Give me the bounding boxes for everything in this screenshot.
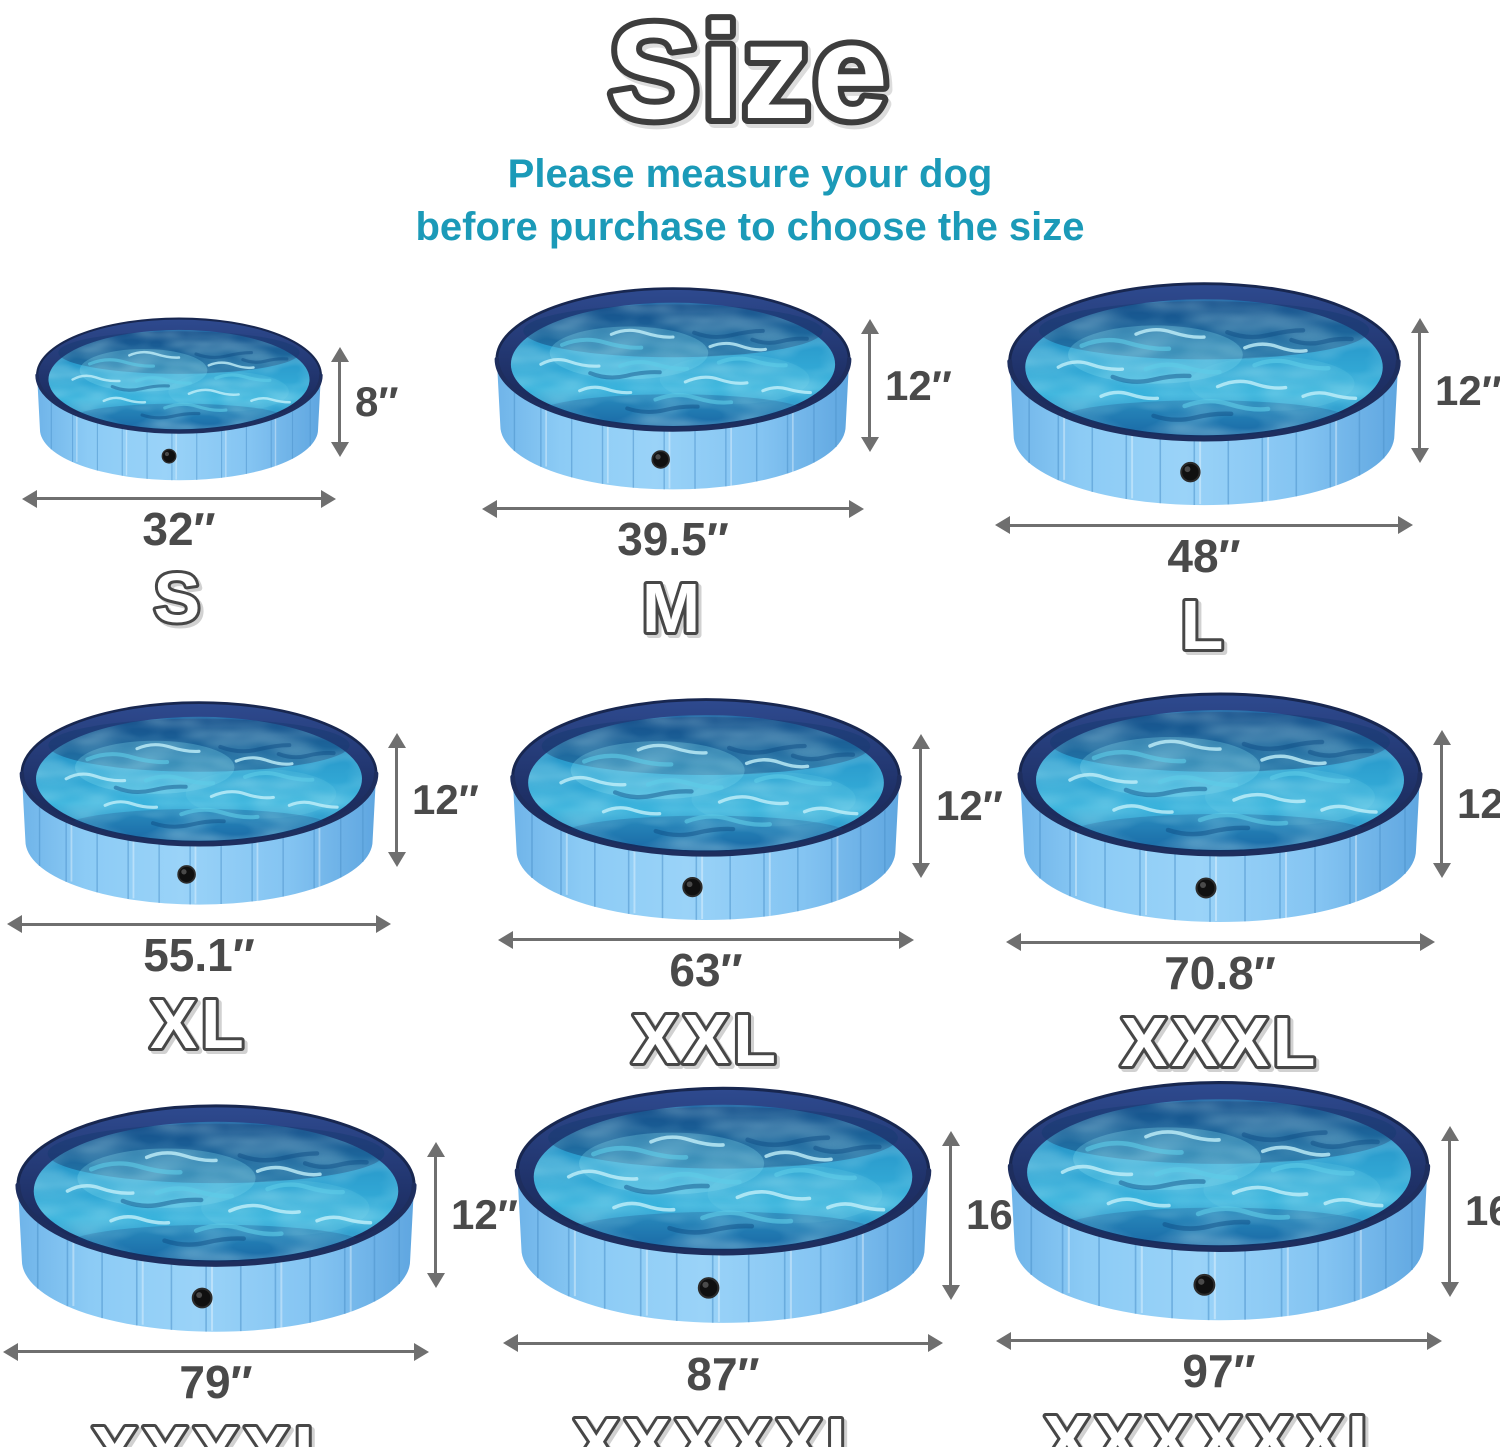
height-dimension: 12″ (868, 333, 952, 438)
diameter-value: 70.8″ (1164, 946, 1276, 999)
height-value: 8″ (355, 377, 399, 425)
height-value: 12″ (1435, 366, 1500, 414)
diameter-value: 32″ (142, 503, 216, 556)
dog-pool-illustration (30, 310, 328, 484)
height-dimension: 12″ (1440, 745, 1500, 863)
pool-image: 12″ (503, 688, 1003, 925)
size-label-graphic: XL (147, 982, 247, 1066)
vertical-double-arrow-icon (434, 1156, 437, 1274)
pool-image: 12″ (1010, 682, 1500, 927)
size-card-m: 12″ 39.5″ M (500, 262, 1000, 658)
size-label: L (1181, 586, 1228, 664)
horizontal-double-arrow-icon (22, 922, 376, 926)
diameter-value: 79″ (179, 1356, 253, 1409)
size-card-xxxxxl: 16″ 87″ XXXXXL (500, 1058, 1033, 1447)
page-title: Size (609, 6, 891, 146)
pool-image: 16″ (507, 1076, 1033, 1328)
size-label: S (154, 559, 205, 637)
height-value: 16″ (1465, 1187, 1500, 1235)
vertical-double-arrow-icon (395, 748, 398, 853)
height-value: 12″ (451, 1190, 518, 1238)
size-label: XXXXL (91, 1412, 341, 1447)
size-label: XXL (632, 1000, 780, 1078)
size-card-xxl: 12″ 63″ XXL (500, 658, 1003, 1081)
horizontal-double-arrow-icon (18, 1350, 414, 1354)
vertical-double-arrow-icon (1440, 745, 1443, 863)
horizontal-double-arrow-icon (1010, 523, 1398, 527)
size-label-graphic: XXL (629, 997, 780, 1081)
diameter-value: 55.1″ (143, 928, 255, 981)
size-card-l: 12″ 48″ L (1000, 262, 1500, 667)
size-label: XXXXXXL (1044, 1401, 1395, 1447)
dog-pool-illustration (1000, 272, 1408, 510)
height-dimension: 12″ (395, 748, 479, 853)
size-card-xxxl: 12″ 70.8″ XXXL (1000, 658, 1500, 1084)
size-label: M (642, 569, 704, 647)
size-label-graphic: XXXL (1118, 1000, 1320, 1084)
subtitle: Please measure your dog before purchase … (0, 148, 1500, 254)
size-label-graphic: XXXXXL (570, 1401, 873, 1447)
size-label-graphic: L (1178, 583, 1228, 667)
horizontal-double-arrow-icon (497, 507, 849, 511)
dog-pool-illustration (1010, 682, 1430, 927)
size-label-graphic: M (639, 566, 704, 650)
height-value: 12″ (1457, 780, 1500, 828)
size-label-graphic: XXXXXXL (1041, 1398, 1395, 1447)
vertical-double-arrow-icon (868, 333, 871, 438)
pool-image: 12″ (1000, 272, 1500, 510)
size-label: XL (150, 985, 247, 1063)
dog-pool-illustration (507, 1076, 939, 1328)
diameter-value: 97″ (1182, 1345, 1256, 1398)
pool-image: 12″ (488, 278, 952, 494)
dog-pool-illustration (8, 1094, 424, 1337)
size-label-graphic: S (151, 556, 205, 640)
diameter-value: 87″ (686, 1347, 760, 1400)
horizontal-double-arrow-icon (1010, 1339, 1428, 1343)
vertical-double-arrow-icon (1418, 333, 1421, 448)
diameter-value: 39.5″ (617, 513, 729, 566)
size-card-xxxxl: 12″ 79″ XXXXL (0, 1058, 518, 1447)
pool-image: 12″ (13, 692, 479, 909)
dog-pool-illustration (13, 692, 385, 909)
page-title-graphic: Size (603, 6, 894, 146)
size-card-s: 8″ 32″ S (0, 262, 500, 658)
size-label: XXXL (1121, 1003, 1320, 1081)
height-value: 12″ (412, 776, 479, 824)
vertical-double-arrow-icon (949, 1146, 952, 1285)
horizontal-double-arrow-icon (1020, 940, 1420, 944)
size-label-graphic: XXXXL (88, 1409, 341, 1447)
diameter-value: 63″ (669, 944, 743, 997)
height-dimension: 8″ (338, 361, 399, 442)
height-dimension: 12″ (1418, 333, 1500, 448)
horizontal-double-arrow-icon (517, 1341, 929, 1345)
vertical-double-arrow-icon (919, 749, 922, 863)
height-dimension: 16″ (1448, 1141, 1500, 1282)
horizontal-double-arrow-icon (513, 938, 899, 942)
vertical-double-arrow-icon (338, 361, 341, 442)
dog-pool-illustration (503, 688, 909, 925)
height-dimension: 12″ (434, 1156, 518, 1274)
size-card-xl: 12″ 55.1″ XL (0, 658, 500, 1066)
dog-pool-illustration (1000, 1070, 1438, 1326)
height-value: 12″ (936, 781, 1003, 829)
size-grid: 8″ 32″ S 12″ 39.5″ M (0, 262, 1500, 1447)
horizontal-double-arrow-icon (37, 497, 321, 501)
size-label: XXXXXL (573, 1404, 873, 1447)
size-card-xxxxxxl: 16″ 97″ XXXXXXL (1000, 1058, 1500, 1447)
height-dimension: 12″ (919, 749, 1003, 863)
dog-pool-illustration (488, 278, 858, 494)
subtitle-line-1: Please measure your dog (507, 152, 993, 196)
height-value: 12″ (885, 361, 952, 409)
pool-image: 12″ (8, 1094, 518, 1337)
diameter-value: 48″ (1167, 529, 1241, 582)
vertical-double-arrow-icon (1448, 1141, 1451, 1282)
pool-image: 8″ (30, 310, 398, 484)
pool-image: 16″ (1000, 1070, 1500, 1326)
subtitle-line-2: before purchase to choose the size (415, 204, 1085, 249)
